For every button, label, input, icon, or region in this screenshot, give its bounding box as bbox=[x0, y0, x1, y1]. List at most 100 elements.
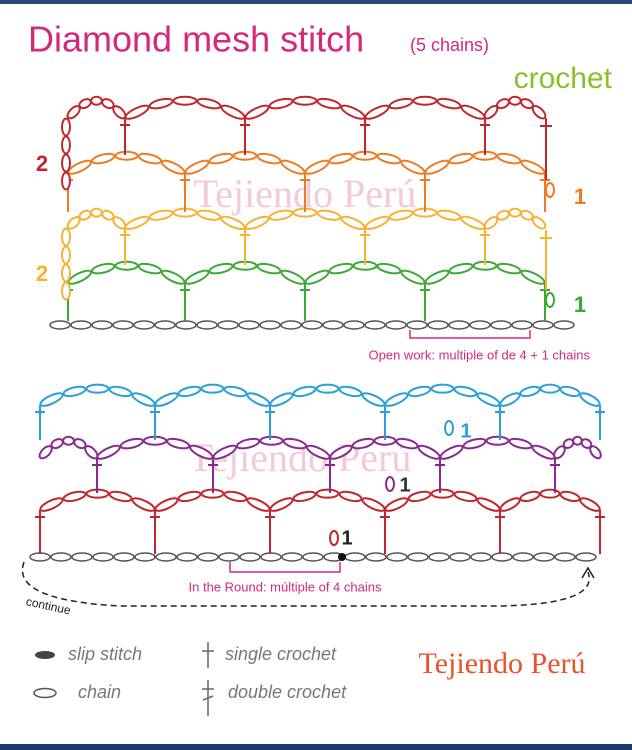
chain bbox=[496, 209, 510, 221]
chain bbox=[376, 152, 402, 165]
chain bbox=[220, 104, 246, 120]
chain bbox=[386, 552, 408, 562]
chain bbox=[161, 269, 186, 285]
chain bbox=[427, 320, 449, 330]
chain bbox=[448, 262, 474, 275]
chain bbox=[340, 215, 366, 230]
legend-label: single crochet bbox=[225, 644, 337, 664]
single-crochet bbox=[435, 458, 445, 493]
chain bbox=[256, 152, 282, 165]
chain bbox=[491, 552, 513, 562]
chain bbox=[189, 444, 214, 460]
chain bbox=[316, 97, 342, 110]
chain bbox=[531, 105, 547, 120]
double-crochet-symbol bbox=[202, 680, 214, 716]
chain bbox=[96, 444, 121, 460]
chain bbox=[395, 437, 419, 450]
chain bbox=[384, 497, 409, 512]
chain bbox=[196, 97, 222, 110]
single-crochet bbox=[495, 405, 505, 440]
chain bbox=[166, 437, 191, 450]
chain bbox=[508, 437, 533, 450]
single-crochet bbox=[300, 283, 310, 321]
chain bbox=[134, 552, 156, 562]
chain bbox=[519, 490, 541, 503]
note: Open work: multiple of de 4 + 1 chains bbox=[369, 347, 591, 362]
chain bbox=[496, 262, 522, 275]
chain bbox=[344, 552, 366, 562]
chain bbox=[223, 385, 248, 398]
chain bbox=[200, 383, 225, 394]
chain bbox=[430, 383, 455, 394]
single-crochet bbox=[380, 405, 390, 440]
chain bbox=[196, 320, 218, 330]
chain bbox=[223, 490, 248, 503]
chain bbox=[485, 435, 510, 446]
row-label: 1 bbox=[399, 474, 410, 496]
chain bbox=[220, 215, 246, 230]
chain bbox=[260, 552, 282, 562]
chain bbox=[384, 392, 409, 407]
chain bbox=[217, 320, 239, 330]
chain bbox=[175, 320, 197, 330]
single-crochet bbox=[595, 510, 605, 554]
row-label: 1 bbox=[574, 184, 586, 209]
single-crochet bbox=[265, 510, 275, 554]
single-crochet bbox=[420, 173, 430, 212]
legend-label: double crochet bbox=[228, 682, 347, 702]
single-crochet bbox=[380, 510, 390, 554]
chain bbox=[462, 437, 487, 450]
chain bbox=[184, 159, 210, 175]
chain bbox=[67, 269, 92, 285]
turning-chain bbox=[545, 182, 555, 198]
chain bbox=[218, 552, 240, 562]
chain bbox=[112, 320, 134, 330]
chain bbox=[417, 444, 441, 460]
chain bbox=[572, 435, 583, 446]
chain bbox=[531, 216, 547, 230]
turning-chain bbox=[329, 530, 339, 546]
chain bbox=[113, 552, 135, 562]
chain bbox=[328, 262, 354, 275]
chain bbox=[256, 262, 282, 275]
chain bbox=[29, 552, 51, 562]
single-crochet-symbol bbox=[202, 642, 214, 668]
chain bbox=[589, 445, 602, 460]
chain bbox=[90, 207, 103, 218]
chain bbox=[172, 95, 198, 106]
chain bbox=[292, 385, 317, 398]
chain bbox=[512, 552, 534, 562]
single-crochet bbox=[360, 118, 370, 155]
chain bbox=[430, 488, 455, 499]
chain bbox=[407, 490, 432, 503]
chain bbox=[176, 552, 198, 562]
bracket bbox=[229, 562, 341, 573]
chain bbox=[499, 392, 521, 407]
chain bbox=[496, 98, 510, 110]
chain bbox=[315, 488, 340, 499]
chain bbox=[519, 385, 541, 398]
chain bbox=[553, 320, 575, 330]
chain bbox=[92, 552, 114, 562]
chain bbox=[154, 392, 179, 407]
chain bbox=[351, 437, 375, 450]
chain bbox=[559, 385, 581, 398]
chain bbox=[244, 215, 270, 230]
chain bbox=[460, 104, 486, 120]
chain bbox=[137, 262, 163, 275]
chain bbox=[490, 320, 512, 330]
single-crochet bbox=[420, 283, 430, 321]
chain bbox=[61, 135, 71, 155]
row-label: 2 bbox=[36, 151, 48, 176]
chain bbox=[280, 269, 306, 285]
chain bbox=[154, 497, 179, 512]
chain bbox=[306, 444, 331, 460]
title: Diamond mesh stitch bbox=[28, 19, 364, 60]
chain bbox=[520, 159, 546, 175]
turning-chain bbox=[385, 476, 395, 492]
chain bbox=[49, 320, 71, 330]
single-crochet bbox=[325, 458, 335, 493]
single-crochet bbox=[208, 458, 218, 493]
chain bbox=[50, 438, 64, 450]
chain bbox=[554, 552, 576, 562]
